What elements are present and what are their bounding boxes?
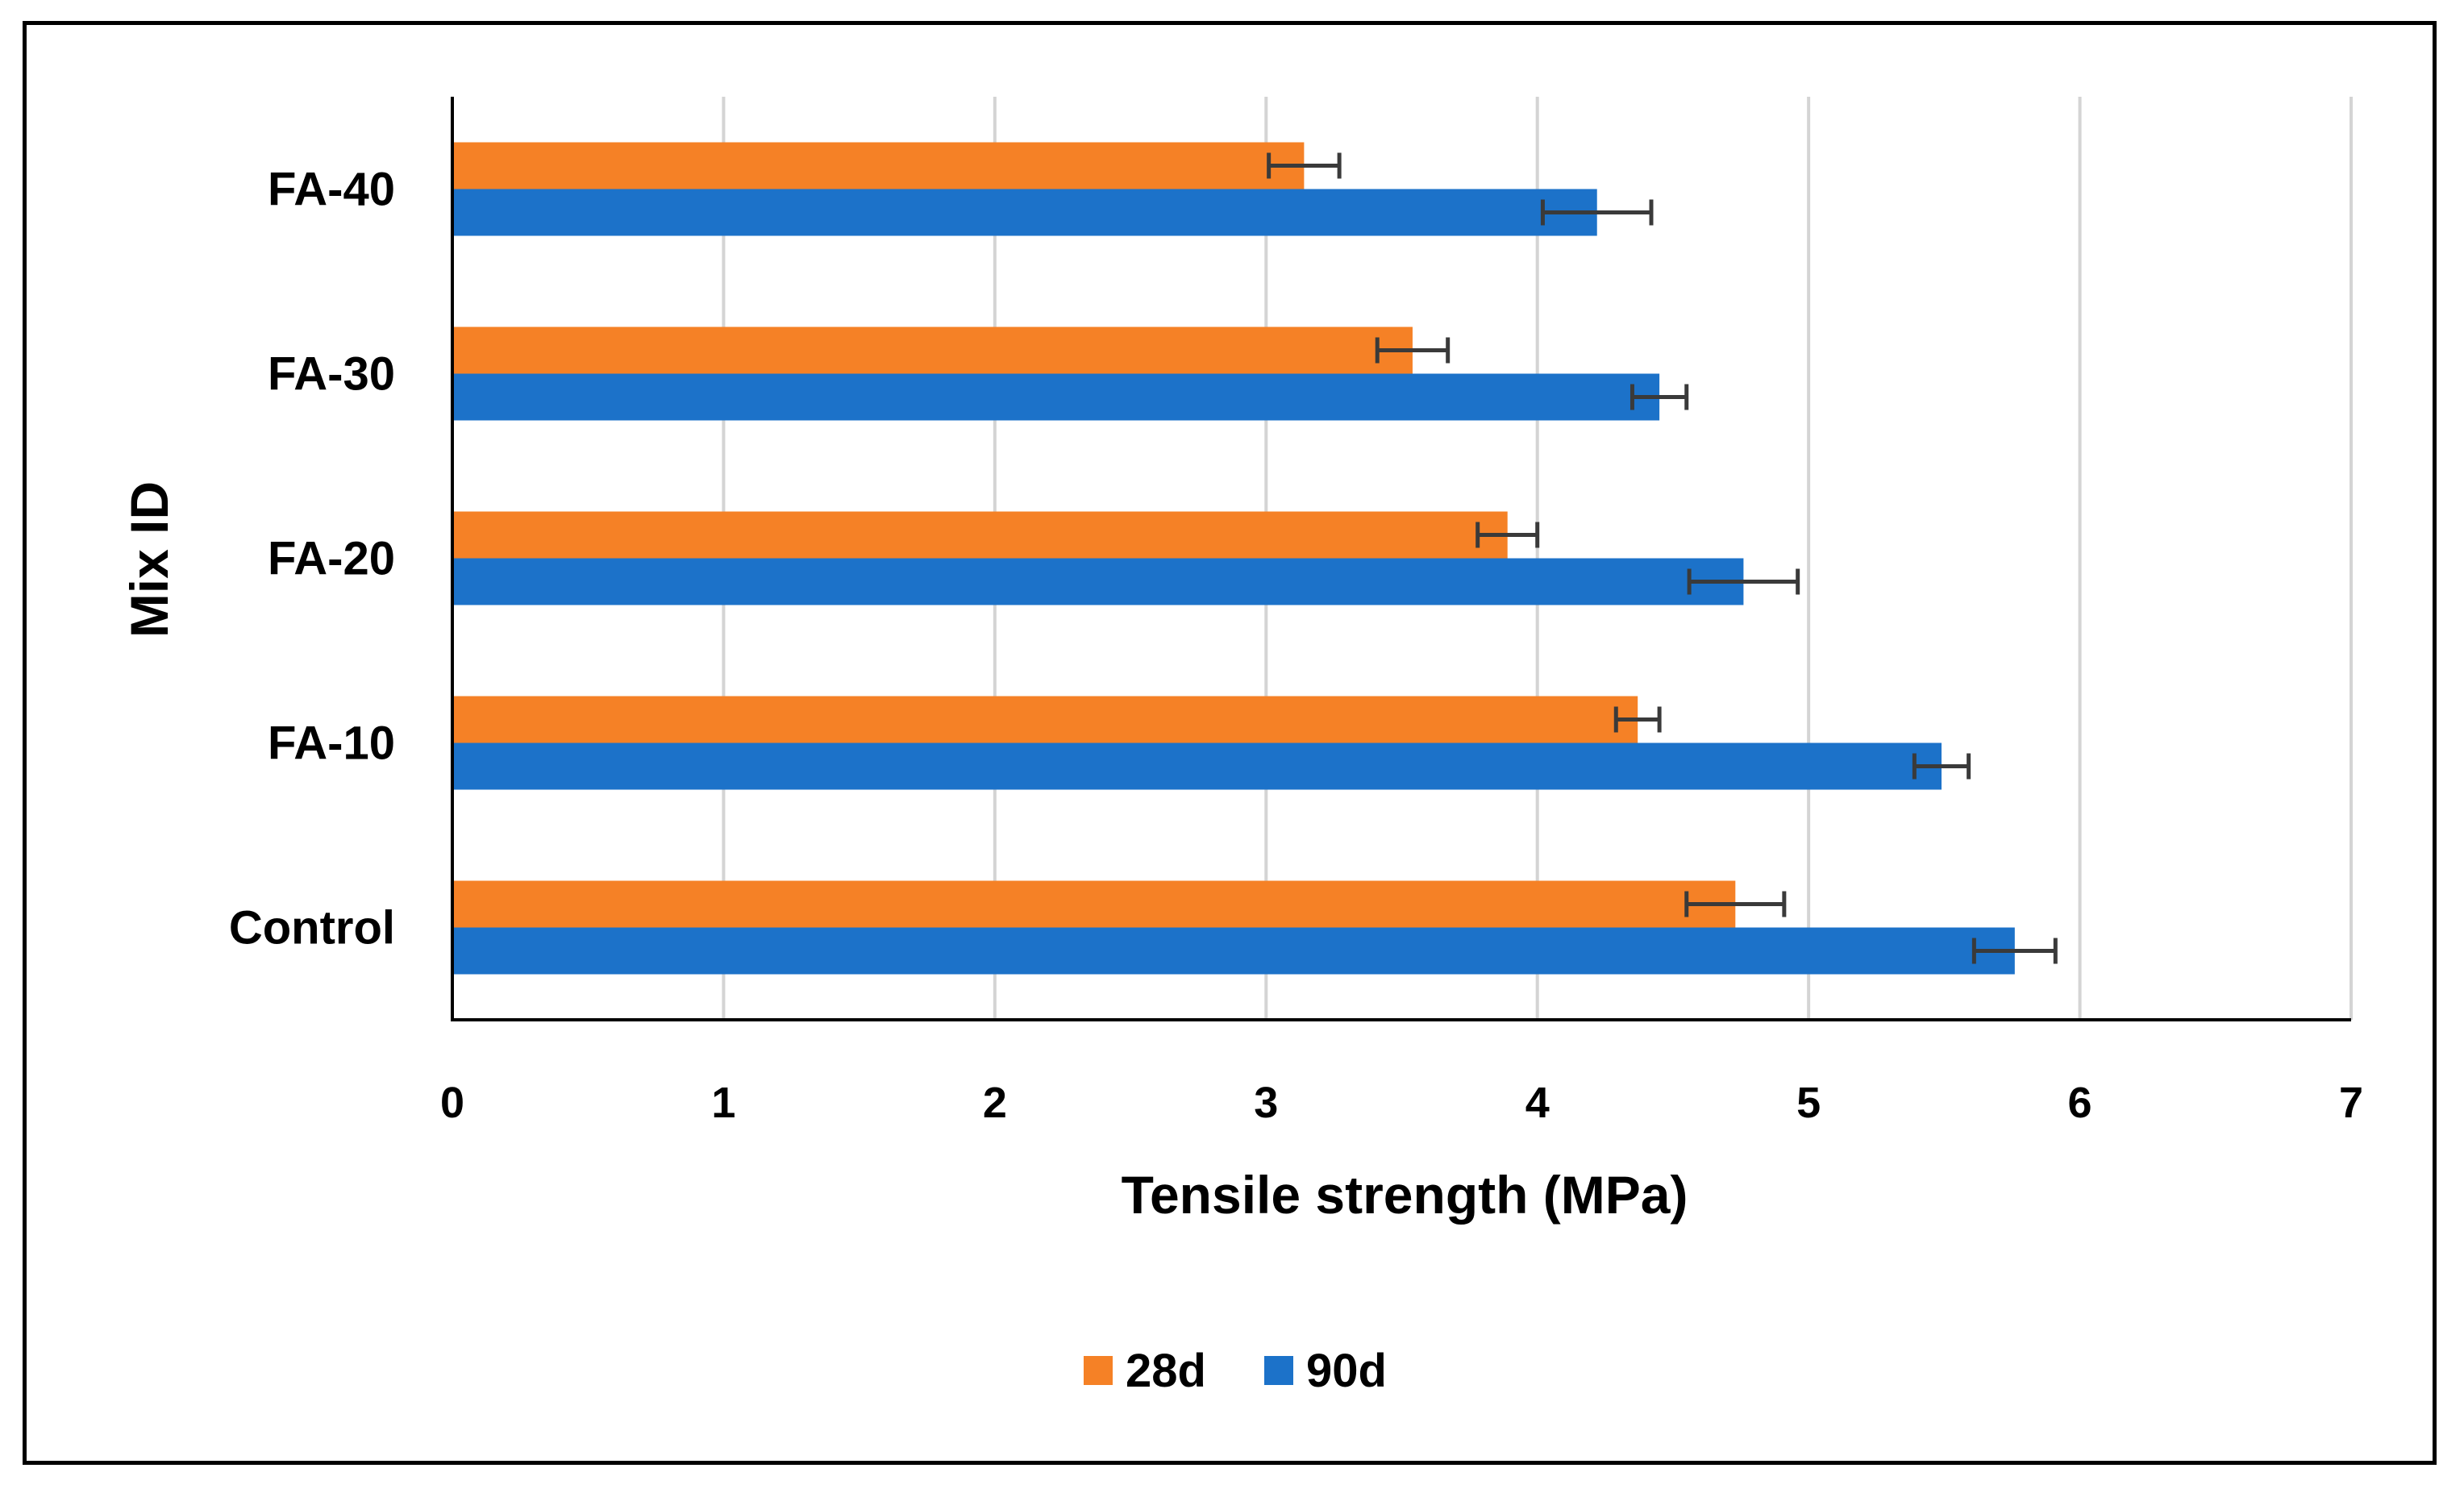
y-tick-label-fa-10: FA-10 (268, 717, 395, 770)
error-bar-90d-control (1971, 938, 2058, 964)
bar-90d-fa-30 (452, 373, 1660, 421)
x-tick-label-4: 4 (1525, 1079, 1550, 1127)
x-axis-title: Tensile strength (MPa) (1122, 1165, 1688, 1225)
bar-90d-fa-20 (452, 558, 1744, 605)
legend-label-28d: 28d (1126, 1345, 1206, 1397)
error-bar-90d-fa-20 (1687, 568, 1800, 595)
gridlines (722, 97, 2353, 1020)
x-tick-label-3: 3 (1254, 1079, 1278, 1127)
bar-90d-fa-40 (452, 189, 1597, 236)
error-bar-90d-fa-40 (1540, 199, 1654, 226)
bar-28d-fa-30 (452, 326, 1413, 374)
error-bar-28d-fa-40 (1267, 152, 1342, 179)
bar-28d-fa-10 (452, 696, 1638, 743)
bar-90d-fa-10 (452, 742, 1942, 790)
error-bar-90d-fa-30 (1629, 384, 1689, 410)
x-tick-label-2: 2 (983, 1079, 1007, 1127)
error-bar-90d-fa-10 (1912, 753, 1971, 780)
bar-28d-control (452, 880, 1736, 928)
y-tick-label-fa-30: FA-30 (268, 348, 395, 401)
bars (452, 142, 2015, 975)
legend-swatch-90d (1264, 1356, 1293, 1385)
y-tick-label-fa-40: FA-40 (268, 164, 395, 216)
axes (451, 97, 2351, 1021)
bar-28d-fa-40 (452, 142, 1305, 189)
x-tick-label-1: 1 (711, 1079, 735, 1127)
x-tick-label-7: 7 (2339, 1079, 2363, 1127)
bar-90d-control (452, 927, 2015, 975)
error-bar-28d-fa-20 (1475, 522, 1540, 548)
y-axis-title: Mix ID (119, 481, 179, 638)
error-bars (1267, 152, 2058, 964)
y-tick-label-fa-20: FA-20 (268, 533, 395, 585)
error-bar-28d-fa-10 (1613, 706, 1662, 733)
x-tick-labels: 0 1 2 3 4 5 6 7 (440, 1079, 2363, 1127)
x-tick-label-5: 5 (1796, 1079, 1821, 1127)
x-tick-label-0: 0 (440, 1079, 464, 1127)
legend-swatch-28d (1084, 1356, 1113, 1385)
y-tick-labels: Control FA-10 FA-20 FA-30 FA-40 (229, 164, 395, 955)
legend-label-90d: 90d (1306, 1345, 1387, 1397)
error-bar-28d-control (1684, 891, 1787, 917)
error-bar-28d-fa-30 (1375, 337, 1451, 364)
legend: 28d 90d (1084, 1345, 1387, 1397)
x-tick-label-6: 6 (2068, 1079, 2092, 1127)
bar-28d-fa-20 (452, 511, 1508, 559)
y-tick-label-control: Control (229, 902, 395, 955)
